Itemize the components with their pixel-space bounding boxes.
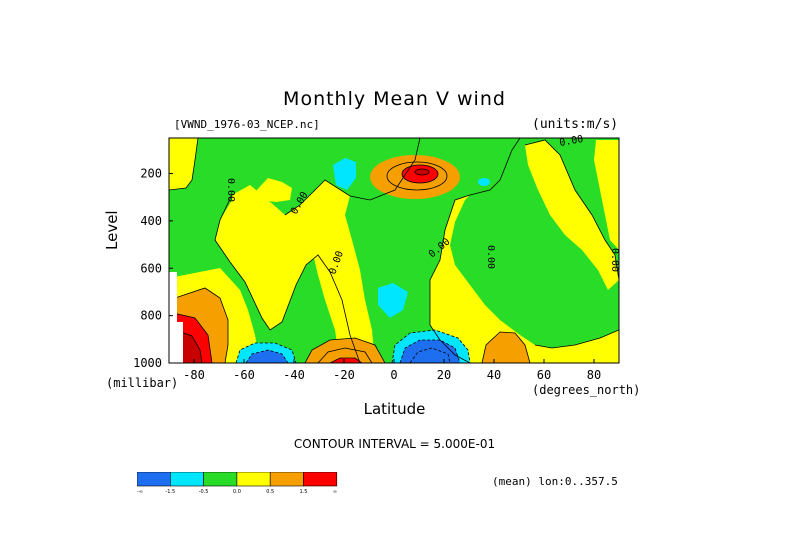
x-tick-label: -20 bbox=[333, 368, 355, 382]
missing-data-block bbox=[169, 272, 177, 322]
max-mid-red bbox=[329, 357, 363, 363]
colorbar-label: -∞ bbox=[137, 489, 143, 494]
field-green-east bbox=[450, 138, 619, 348]
x-tick-label: 0 bbox=[390, 368, 397, 382]
y-tick-label: 200 bbox=[140, 167, 162, 181]
colorbar-label: 1.5 bbox=[300, 489, 308, 494]
colorbar-label: -1.5 bbox=[165, 489, 175, 494]
colorbar-swatch bbox=[236, 472, 271, 487]
colorbar-label: 0.5 bbox=[266, 489, 274, 494]
x-tick-label: 20 bbox=[437, 368, 451, 382]
chart-title: Monthly Mean V wind bbox=[283, 88, 506, 110]
colorbar-label: -0.5 bbox=[199, 489, 209, 494]
x-tick-label: 40 bbox=[487, 368, 501, 382]
y-axis-label: Level bbox=[103, 210, 121, 250]
x-tick-label: -60 bbox=[233, 368, 255, 382]
min-cyan-small bbox=[478, 178, 490, 186]
y-tick-label: 400 bbox=[140, 214, 162, 228]
colorbar-swatch bbox=[303, 472, 338, 487]
y-axis-unit: (millibar) bbox=[106, 376, 179, 390]
colorbar-label: ∞ bbox=[333, 489, 337, 494]
y-axis: 200 400 600 800 1000 bbox=[133, 167, 173, 370]
mean-label: (mean) lon:0..357.5 bbox=[492, 475, 618, 488]
min-north-blue2 bbox=[409, 347, 451, 363]
min-cyan-upper bbox=[333, 158, 356, 190]
y-tick-label: 1000 bbox=[133, 356, 162, 370]
colorbar-swatch bbox=[203, 472, 238, 487]
colorbar-swatch bbox=[269, 472, 304, 487]
y-tick-label: 600 bbox=[140, 261, 162, 275]
colorbar-swatch bbox=[137, 472, 171, 487]
missing-data-block2 bbox=[169, 322, 183, 363]
x-tick-label: 60 bbox=[537, 368, 551, 382]
units-label: (units:m/s) bbox=[532, 117, 619, 132]
y-tick-label: 800 bbox=[140, 309, 162, 323]
contour-label: 0.00 bbox=[609, 248, 620, 272]
field-yellow-east bbox=[525, 140, 619, 290]
field-yellow-left2 bbox=[255, 178, 292, 202]
x-axis-unit: (degrees_north) bbox=[532, 383, 641, 397]
x-tick-label: -40 bbox=[283, 368, 305, 382]
min-south-blue bbox=[245, 349, 289, 363]
zero-contours bbox=[169, 138, 619, 363]
dataset-label: [VWND_1976-03_NCEP.nc] bbox=[174, 118, 320, 131]
max-ne-orange bbox=[481, 331, 531, 363]
x-axis: -80 -60 -40 -20 0 20 40 60 80 bbox=[183, 359, 601, 382]
min-cyan-mid bbox=[378, 283, 408, 318]
x-tick-label: -80 bbox=[183, 368, 205, 382]
contour-label: 0.00 bbox=[485, 245, 496, 269]
max-north-dark bbox=[414, 168, 430, 176]
colorbar-swatch bbox=[169, 472, 204, 487]
contour-interval-text: CONTOUR INTERVAL = 5.000E-01 bbox=[293, 437, 496, 451]
x-axis-label: Latitude bbox=[363, 400, 426, 418]
contour-label: 0.00 bbox=[225, 178, 236, 202]
x-tick-label: 80 bbox=[587, 368, 601, 382]
field-yellow-left bbox=[169, 138, 198, 190]
colorbar-label: 0.0 bbox=[233, 489, 241, 494]
plot-area bbox=[169, 138, 619, 363]
field-yellow-center bbox=[312, 200, 385, 363]
colorbar: -∞ -1.5 -0.5 0.0 0.5 1.5 ∞ bbox=[137, 472, 338, 494]
field-yellow-east2 bbox=[594, 140, 619, 250]
